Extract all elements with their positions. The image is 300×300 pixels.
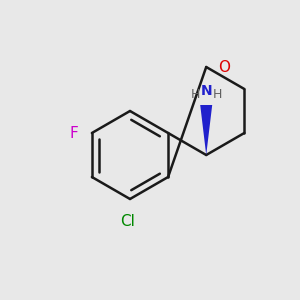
Text: N: N [200,84,212,98]
Text: F: F [70,125,78,140]
Polygon shape [200,105,212,155]
Text: H: H [212,88,222,100]
Text: Cl: Cl [121,214,135,229]
Text: O: O [218,59,230,74]
Text: H: H [190,88,200,100]
